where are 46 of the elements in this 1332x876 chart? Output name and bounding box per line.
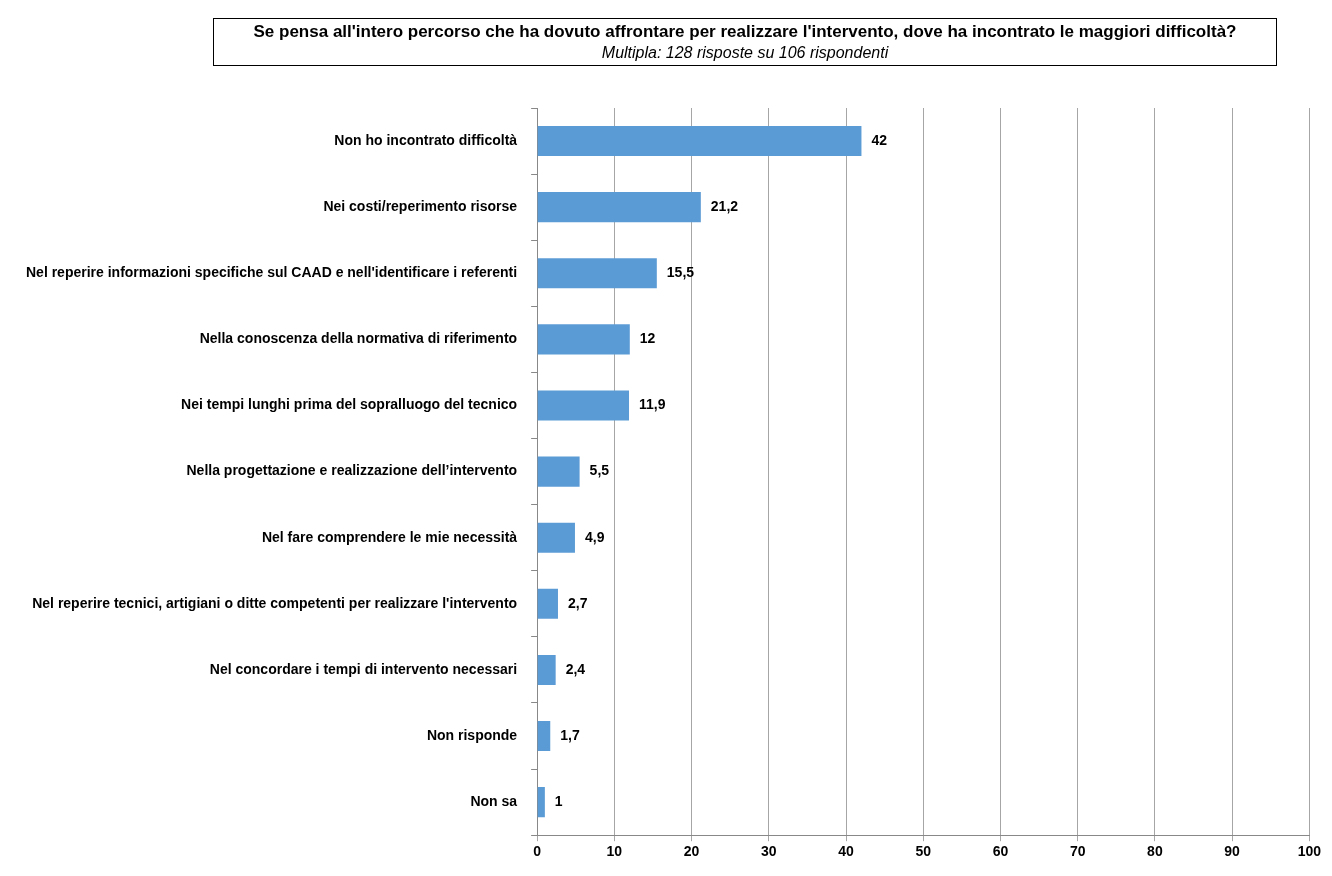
chart-title: Se pensa all'intero percorso che ha dovuto affrontare per realizzare l'intervento, dove ha incontrato le maggiori difficoltà? [252, 21, 1238, 42]
data-label: 1 [554, 793, 563, 809]
data-label: 11,9 [639, 396, 666, 413]
x-tick-label: 60 [992, 843, 1009, 860]
bar [537, 654, 556, 685]
x-tick-label: 40 [838, 843, 855, 860]
x-tick-label: 90 [1224, 843, 1241, 860]
bar [537, 588, 558, 619]
data-label: 4,9 [584, 528, 605, 545]
data-label: 2,7 [567, 594, 588, 611]
x-tick-label: 20 [683, 843, 700, 860]
bar [537, 390, 630, 421]
x-tick-label: 80 [1147, 843, 1163, 860]
x-tick-label: 30 [761, 843, 777, 860]
data-label: 2,4 [565, 660, 586, 677]
y-tick-label: Nei tempi lunghi prima del sopralluogo del tecnico [181, 396, 518, 413]
y-tick-label: Nella conoscenza della normativa di riferimento [199, 330, 518, 347]
y-tick-label: Nel reperire informazioni specifiche sul CAAD e nell'identificare i referenti [25, 264, 518, 281]
bar [537, 787, 545, 818]
data-label: 15,5 [666, 264, 695, 281]
bar [537, 258, 657, 289]
y-tick-label: Nel concordare i tempi di intervento necessari [209, 660, 518, 677]
y-tick-label: Nel reperire tecnici, artigiani o ditte competenti per realizzare l'intervento [32, 594, 518, 611]
bar [537, 192, 701, 223]
data-label: 12 [639, 330, 656, 347]
bar [537, 721, 551, 752]
x-tick-label: 50 [915, 843, 932, 860]
data-label: 5,5 [589, 462, 610, 479]
chart-subtitle: Multipla: 128 risposte su 106 rispondenti [600, 43, 890, 63]
x-tick-label: 10 [606, 843, 623, 860]
x-tick-label: 70 [1069, 843, 1086, 860]
data-label: 1,7 [560, 726, 580, 743]
data-label: 42 [871, 131, 888, 148]
data-label: 21,2 [710, 198, 739, 215]
x-tick-label: 0 [533, 843, 542, 860]
y-tick-label: Nel fare comprendere le mie necessità [261, 528, 518, 545]
bar [537, 522, 575, 553]
bar [537, 126, 862, 157]
y-tick-label: Non ho incontrato difficoltà [334, 131, 518, 148]
bar [537, 456, 580, 487]
y-tick-label: Nei costi/reperimento risorse [323, 198, 518, 215]
y-tick-label: Non risponde [426, 726, 518, 743]
y-tick-label: Non sa [470, 793, 518, 809]
x-tick-label: 100 [1297, 843, 1322, 860]
bar [537, 324, 630, 355]
y-tick-label: Nella progettazione e realizzazione dell’intervento [186, 462, 518, 479]
